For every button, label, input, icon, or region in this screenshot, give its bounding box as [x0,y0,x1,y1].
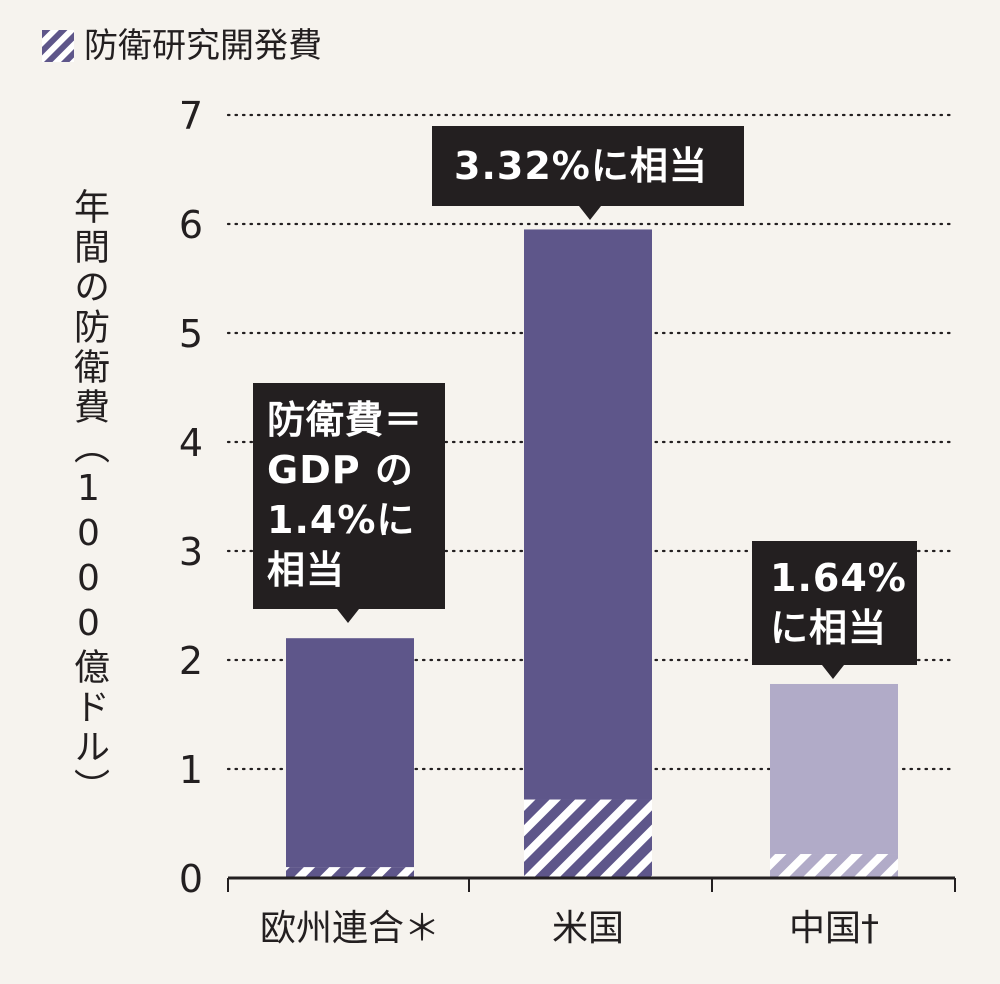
legend-label: 防衛研究開発費 [84,26,322,66]
callout-eu-pointer [337,609,359,623]
callout-us-pointer [579,206,601,220]
y-tick-label: 5 [179,312,203,356]
legend-hatch-swatch [42,30,74,62]
callout-us: 3.32%に相当 [432,126,744,220]
callout-china-text: 1.64% に相当 [770,556,907,650]
legend: 防衛研究開発費 [42,22,322,70]
callout-china: 1.64% に相当 [752,541,917,679]
bar-rnd-segment [286,867,414,878]
y-tick-label: 1 [179,748,203,792]
y-tick-label: 2 [179,639,203,683]
y-tick-label: 7 [179,94,203,138]
bar-defense-segment [770,683,898,855]
x-tick-label: 欧州連合＊ [260,908,440,949]
bar-defense-segment [524,229,652,800]
x-tick-label: 米国 [552,908,624,949]
bar-rnd-segment [770,854,898,878]
y-tick-label: 4 [179,421,203,465]
y-axis-label: 年間の防衛費（1000億ドル） [68,188,109,808]
y-tick-label: 0 [179,857,203,901]
bar-defense-segment [286,638,414,868]
callout-eu: 防衛費＝ GDP の 1.4%に 相当 [253,383,445,623]
callout-eu-text: 防衛費＝ GDP の 1.4%に 相当 [267,398,424,592]
bar-rnd-segment [524,799,652,878]
y-tick-label: 3 [179,530,203,574]
y-tick-label: 6 [179,203,203,247]
x-tick-label: 中国† [789,908,879,949]
callout-us-text: 3.32%に相当 [454,144,708,188]
callout-china-pointer [822,665,844,679]
